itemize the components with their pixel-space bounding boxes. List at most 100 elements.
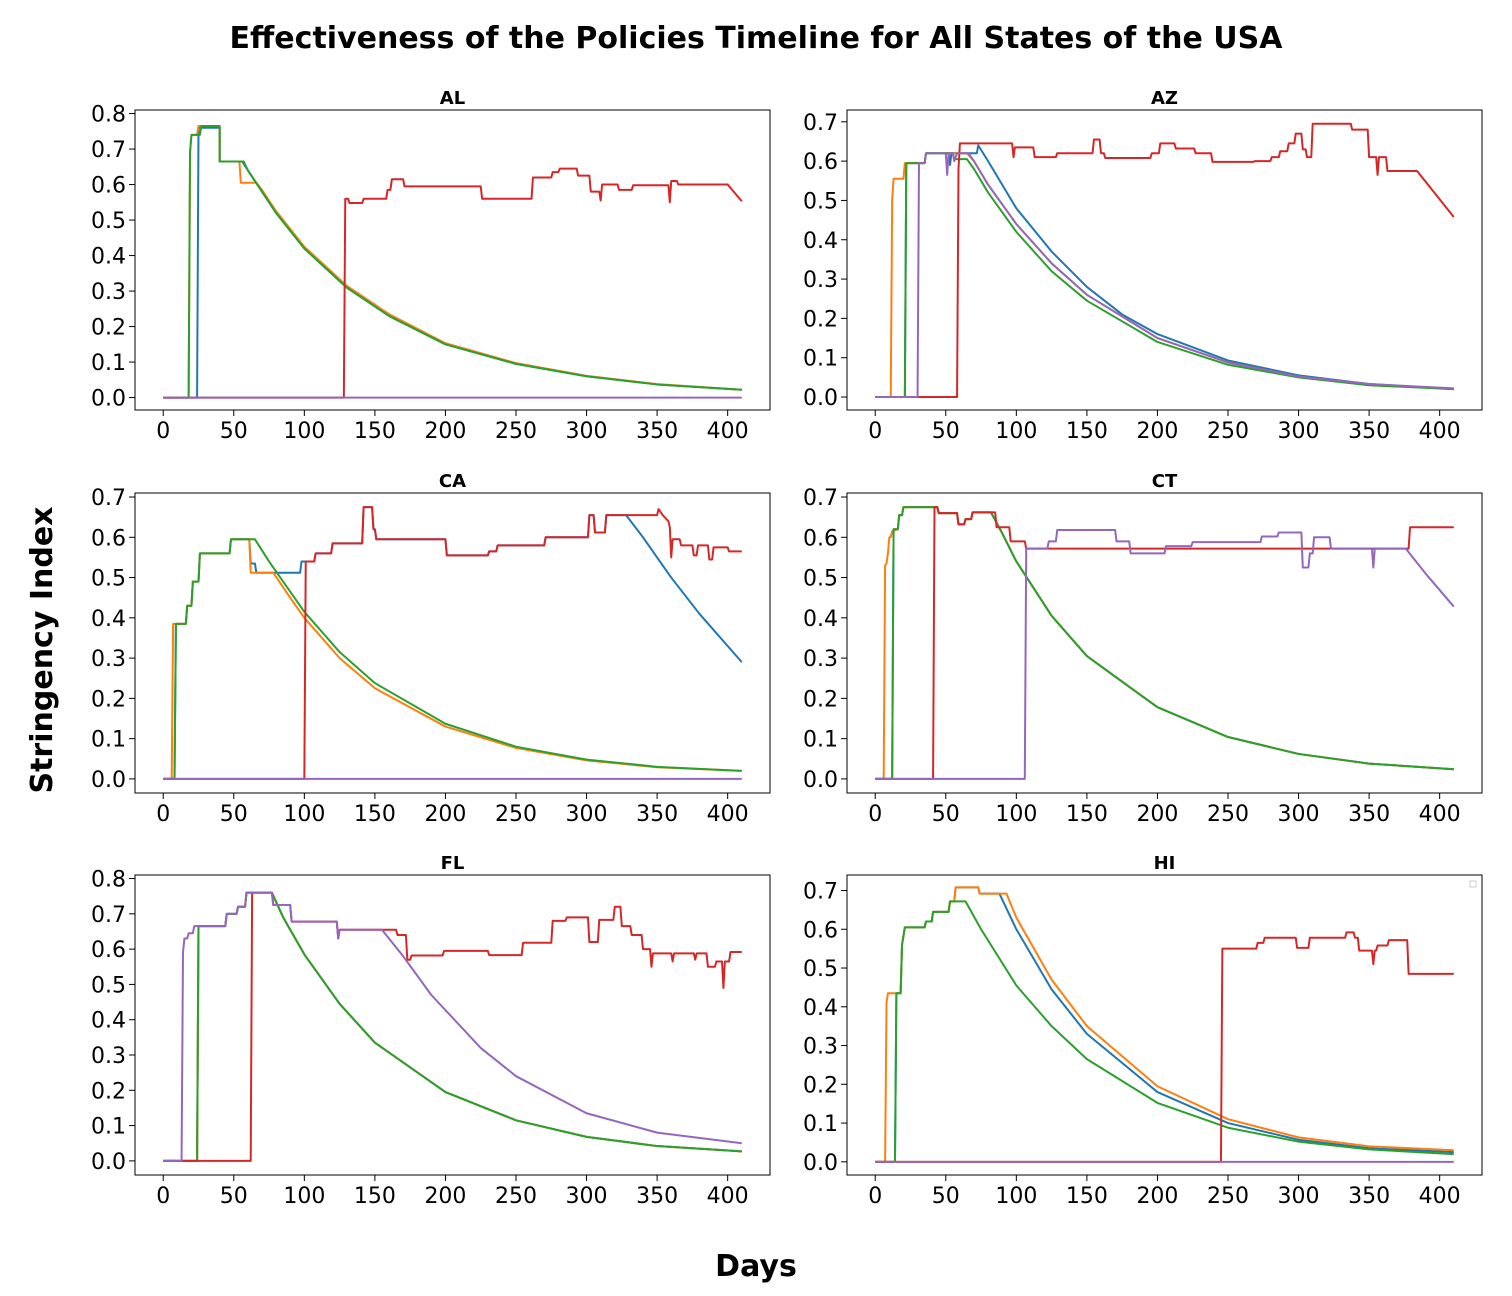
y-tick-label: 0.8 xyxy=(91,868,126,893)
x-tick-label: 350 xyxy=(636,1184,678,1209)
y-tick-label: 0.3 xyxy=(91,647,126,672)
y-tick-label: 0.7 xyxy=(91,903,126,928)
x-tick-label: 350 xyxy=(1348,1184,1390,1209)
series-line-4 xyxy=(163,891,742,1162)
series-group xyxy=(875,886,1454,1163)
y-tick-label: 0.6 xyxy=(91,174,126,199)
y-tick-label: 0.6 xyxy=(91,526,126,551)
x-tick-label: 150 xyxy=(354,802,396,827)
y-tick-label: 0.7 xyxy=(803,486,838,511)
subplot-hi: HI 0 50 100 150 200 250 300 350 400 0.0 0.1 0.2 0.3 0.… xyxy=(803,853,1483,1209)
x-tick-label: 200 xyxy=(424,419,466,444)
x-tick-label: 100 xyxy=(283,1184,325,1209)
series-line-4 xyxy=(163,167,743,399)
axes-frame xyxy=(134,874,771,1176)
axes-frame xyxy=(846,109,1483,411)
y-tick-label: 0.0 xyxy=(803,768,838,793)
y-tick-label: 0.7 xyxy=(91,138,126,163)
x-tick-label: 400 xyxy=(707,1184,749,1209)
y-tick-label: 0.1 xyxy=(803,1112,838,1137)
y-tick-label: 0.5 xyxy=(803,567,838,592)
series-line-5 xyxy=(875,152,1454,399)
x-tick-label: 200 xyxy=(1136,802,1178,827)
series-line-1 xyxy=(875,144,1454,399)
y-tick-label: 0.7 xyxy=(803,111,838,136)
series-group xyxy=(875,506,1455,780)
axes-frame xyxy=(846,492,1483,794)
y-tick-label: 0.5 xyxy=(91,209,126,234)
y-tick-label: 0.4 xyxy=(91,245,126,270)
x-tick-label: 50 xyxy=(220,1184,248,1209)
y-tick-label: 0.1 xyxy=(91,728,126,753)
series-line-2 xyxy=(875,886,1454,1163)
axes-frame xyxy=(846,874,1483,1176)
y-tick-label: 0.1 xyxy=(91,1115,126,1140)
x-tick-label: 0 xyxy=(868,802,882,827)
y-tick-label: 0.1 xyxy=(803,728,838,753)
subplot-al: AL 0 50 100 150 200 250 300 350 400 0.0 0.1 0.2 0.3 0.… xyxy=(91,88,771,444)
y-tick-label: 0.6 xyxy=(803,526,838,551)
y-tick-label: 0.2 xyxy=(91,687,126,712)
figure-title: Effectiveness of the Policies Timeline f… xyxy=(230,21,1284,56)
subplot-title: CT xyxy=(1152,471,1178,492)
series-line-3 xyxy=(875,900,1454,1163)
x-tick-label: 250 xyxy=(495,802,537,827)
x-tick-label: 250 xyxy=(1207,419,1249,444)
y-tick-label: 0.2 xyxy=(91,1079,126,1104)
y-tick-label: 0.2 xyxy=(803,307,838,332)
subplot-ct: CT 0 50 100 150 200 250 300 350 400 0.0 0.1 0.2 0.3 0.… xyxy=(803,471,1483,827)
x-tick-label: 150 xyxy=(354,419,396,444)
x-tick-label: 150 xyxy=(1066,419,1108,444)
x-tick-label: 50 xyxy=(220,419,248,444)
x-tick-label: 0 xyxy=(868,1184,882,1209)
series-line-3 xyxy=(163,124,742,399)
y-tick-label: 0.5 xyxy=(91,973,126,998)
x-tick-label: 350 xyxy=(1348,419,1390,444)
x-tick-label: 0 xyxy=(868,419,882,444)
subplot-ca: CA 0 50 100 150 200 250 300 350 400 0.0 0.1 0.2 0.3 0.… xyxy=(91,471,771,827)
subplot-title: FL xyxy=(441,853,465,874)
figure-y-label: Stringency Index xyxy=(25,506,60,793)
x-tick-label: 100 xyxy=(995,802,1037,827)
series-line-4 xyxy=(875,506,1454,780)
subplot-fl: FL 0 50 100 150 200 250 300 350 400 0.0 0.1 0.2 0.3 0.… xyxy=(91,853,771,1209)
y-tick-label: 0.5 xyxy=(91,567,126,592)
axes-frame xyxy=(134,109,771,411)
x-tick-label: 150 xyxy=(354,1184,396,1209)
x-tick-label: 400 xyxy=(707,802,749,827)
series-group xyxy=(163,124,743,399)
x-tick-label: 50 xyxy=(932,419,960,444)
series-line-2 xyxy=(163,124,742,399)
y-tick-label: 0.2 xyxy=(803,687,838,712)
series-line-5 xyxy=(875,529,1455,780)
x-tick-label: 400 xyxy=(1419,802,1461,827)
y-tick-label: 0.1 xyxy=(91,351,126,376)
y-tick-label: 0.6 xyxy=(803,150,838,175)
x-tick-label: 200 xyxy=(424,1184,466,1209)
x-tick-label: 0 xyxy=(156,419,170,444)
x-tick-label: 350 xyxy=(636,419,678,444)
x-tick-label: 0 xyxy=(156,802,170,827)
x-tick-label: 50 xyxy=(220,802,248,827)
y-tick-label: 0.4 xyxy=(803,607,838,632)
y-tick-label: 0.7 xyxy=(803,880,838,905)
series-line-1 xyxy=(163,126,742,399)
y-tick-label: 0.5 xyxy=(803,957,838,982)
y-tick-label: 0.4 xyxy=(91,607,126,632)
series-group xyxy=(163,506,743,780)
series-line-2 xyxy=(163,538,742,780)
y-tick-label: 0.0 xyxy=(91,387,126,412)
y-tick-label: 0.1 xyxy=(803,347,838,372)
x-tick-label: 350 xyxy=(1348,802,1390,827)
x-tick-label: 50 xyxy=(932,1184,960,1209)
x-tick-label: 250 xyxy=(495,1184,537,1209)
x-tick-label: 0 xyxy=(156,1184,170,1209)
series-line-3 xyxy=(875,152,1454,399)
x-tick-label: 200 xyxy=(424,802,466,827)
x-tick-label: 100 xyxy=(995,419,1037,444)
series-line-4 xyxy=(163,506,742,780)
subplot-title: HI xyxy=(1154,853,1176,874)
x-tick-label: 50 xyxy=(932,802,960,827)
y-tick-label: 0.3 xyxy=(91,280,126,305)
